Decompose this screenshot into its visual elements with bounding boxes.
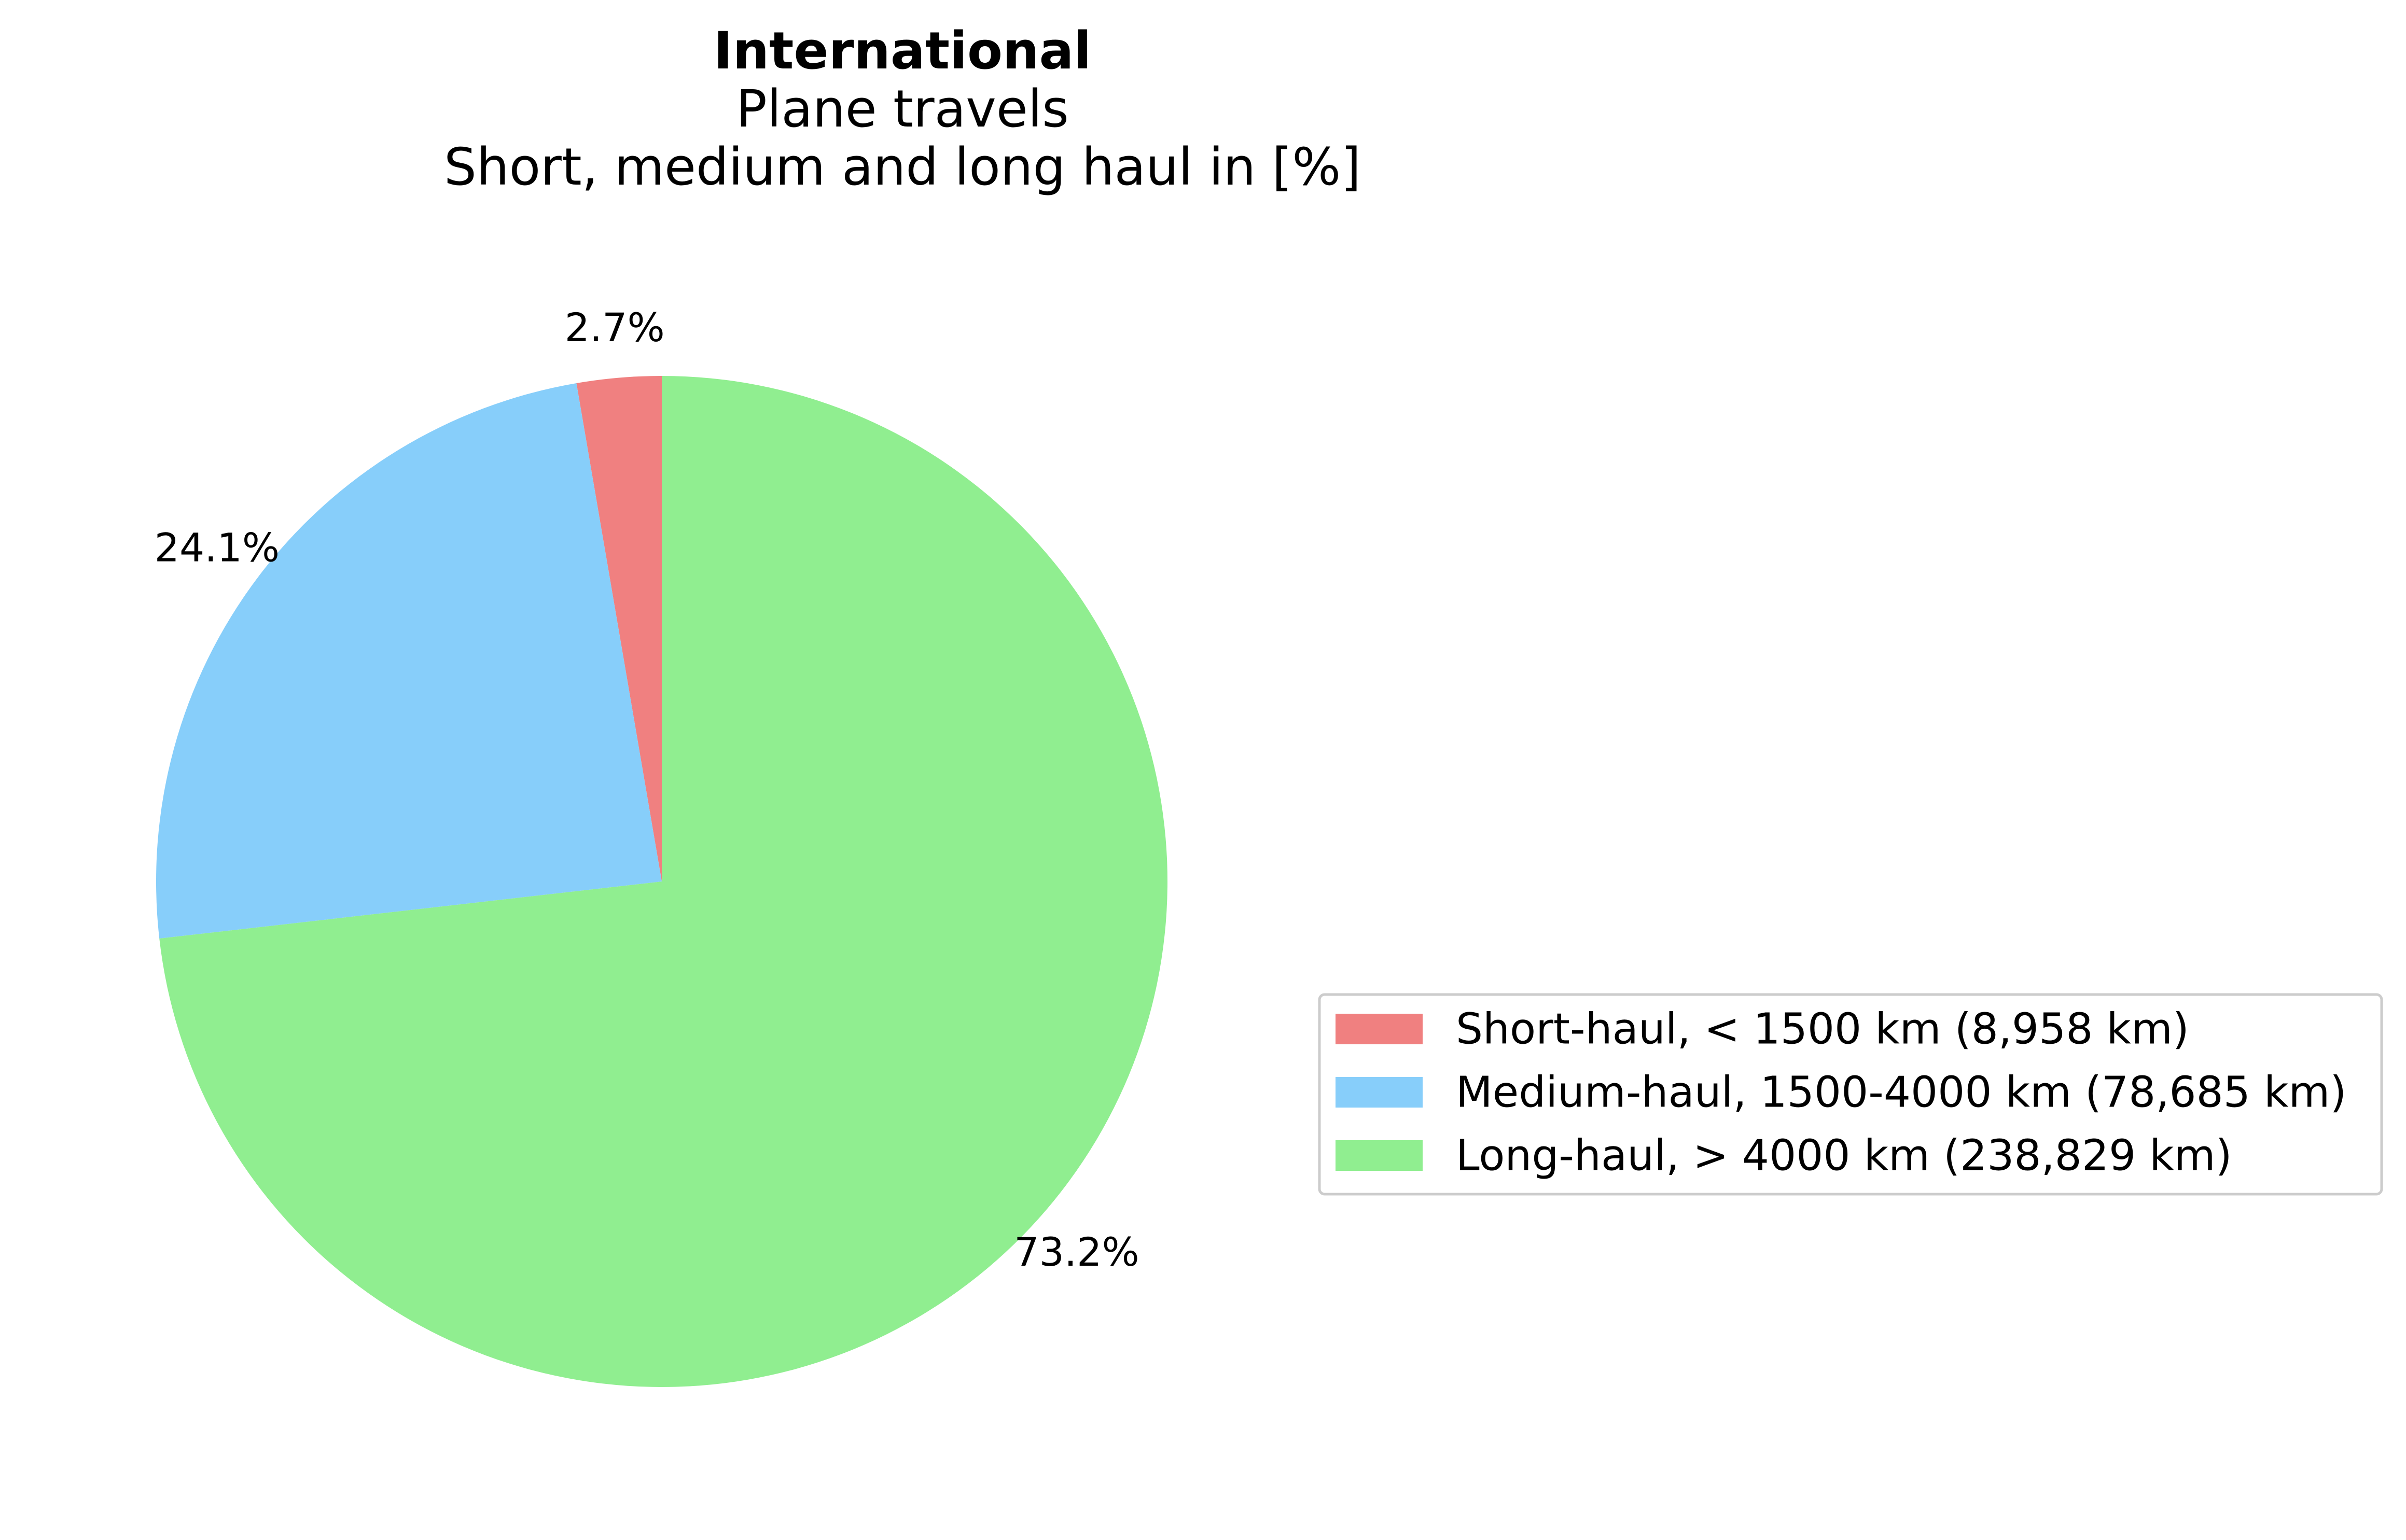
legend: Short-haul, < 1500 km (8,958 km) Medium-h… xyxy=(1318,993,2383,1196)
pie-percent-label-2: 24.1% xyxy=(155,525,280,571)
legend-frame xyxy=(1318,993,2383,1196)
legend-swatch-3 xyxy=(1336,1140,1423,1171)
pie-slices xyxy=(156,376,1168,1388)
legend-swatch-2 xyxy=(1336,1077,1423,1108)
pie-slice-3 xyxy=(159,376,1168,1388)
legend-label-2: Medium-haul, 1500-4000 km (78,685 km) xyxy=(1456,1068,2346,1117)
pie-percent-label-1: 2.7% xyxy=(565,304,665,351)
chart-subtitle-line-1: Plane travels xyxy=(736,79,1069,139)
legend-label-1: Short-haul, < 1500 km (8,958 km) xyxy=(1456,1005,2189,1054)
pie-slice-2 xyxy=(156,383,662,939)
pie-percent-labels: 2.7% 24.1% 73.2% xyxy=(155,304,1139,1275)
legend-swatch-1 xyxy=(1336,1014,1423,1044)
pie-percent-label-3: 73.2% xyxy=(1014,1229,1139,1275)
chart-subtitle-line-2: Short, medium and long haul in [%] xyxy=(444,137,1361,197)
chart-title: International xyxy=(714,21,1091,81)
legend-label-3: Long-haul, > 4000 km (238,829 km) xyxy=(1456,1131,2232,1181)
pie-slice-1 xyxy=(576,376,662,881)
